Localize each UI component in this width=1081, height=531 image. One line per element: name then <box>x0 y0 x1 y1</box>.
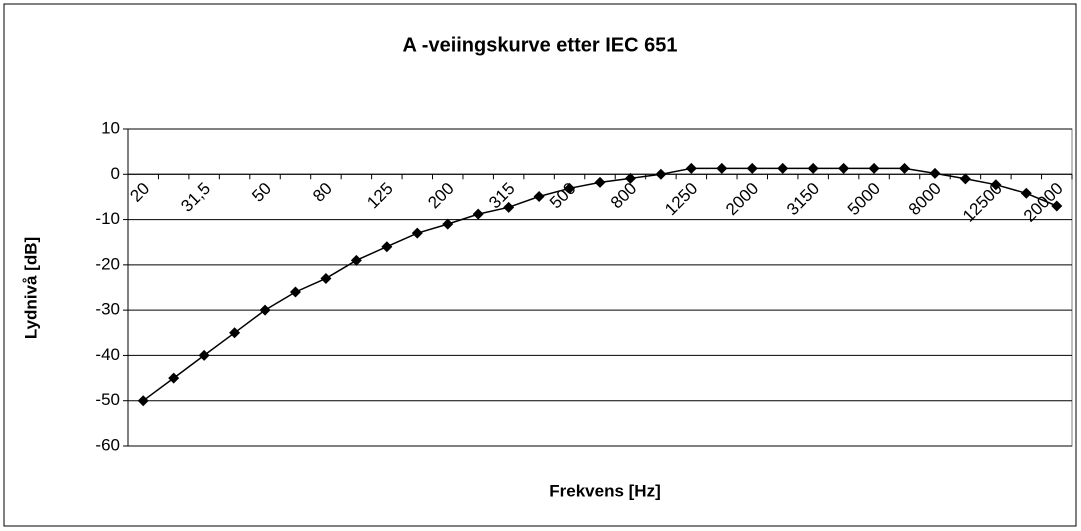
y-axis-title: Lydnivå [dB] <box>21 237 40 339</box>
data-marker <box>868 162 880 174</box>
y-tick-label: -40 <box>95 345 120 364</box>
y-tick-label: -50 <box>95 390 120 409</box>
data-marker <box>716 162 728 174</box>
y-tick-label: -60 <box>95 435 120 454</box>
data-marker <box>381 241 393 253</box>
data-marker <box>472 208 484 220</box>
data-marker <box>198 349 210 361</box>
x-axis-title: Frekvens [Hz] <box>549 481 660 500</box>
data-marker <box>503 201 515 213</box>
data-marker <box>594 176 606 188</box>
y-tick-label: -20 <box>95 254 120 273</box>
data-marker <box>1051 200 1063 212</box>
data-marker <box>289 286 301 298</box>
data-marker <box>807 162 819 174</box>
data-marker <box>1020 187 1032 199</box>
data-marker <box>899 162 911 174</box>
data-marker <box>229 327 241 339</box>
data-marker <box>350 254 362 266</box>
y-tick-label: -10 <box>95 209 120 228</box>
data-marker <box>442 218 454 230</box>
data-marker <box>959 173 971 185</box>
data-marker <box>655 168 667 180</box>
y-tick-label: -30 <box>95 300 120 319</box>
data-marker <box>990 179 1002 191</box>
data-marker <box>137 395 149 407</box>
data-marker <box>929 167 941 179</box>
data-marker <box>411 227 423 239</box>
data-marker <box>838 162 850 174</box>
data-marker <box>746 162 758 174</box>
data-marker <box>624 172 636 184</box>
y-tick-label: 0 <box>111 164 120 183</box>
data-marker <box>533 190 545 202</box>
data-marker <box>168 372 180 384</box>
y-tick-label: 10 <box>101 118 120 137</box>
data-marker <box>259 304 271 316</box>
data-marker <box>320 272 332 284</box>
data-marker <box>685 162 697 174</box>
data-marker <box>564 182 576 194</box>
chart-title: A -veiingskurve etter IEC 651 <box>403 34 678 56</box>
data-marker <box>777 162 789 174</box>
